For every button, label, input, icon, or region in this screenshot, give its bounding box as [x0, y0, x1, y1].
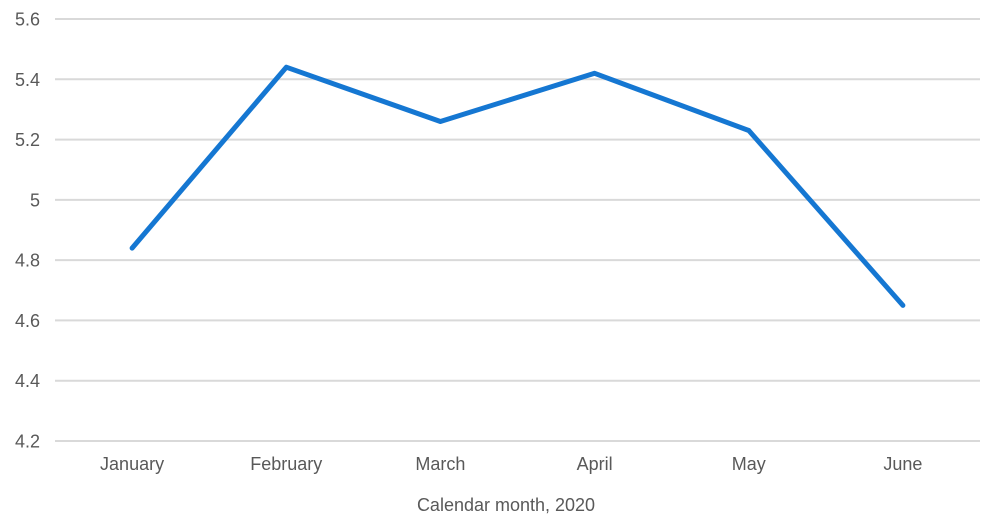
x-tick-label: May — [732, 454, 766, 474]
y-tick-label: 4.2 — [15, 432, 40, 452]
x-tick-label: January — [100, 454, 164, 474]
y-tick-label: 4.8 — [15, 251, 40, 271]
y-tick-label: 5.2 — [15, 130, 40, 150]
x-tick-label: April — [577, 454, 613, 474]
x-axis-title: Calendar month, 2020 — [417, 495, 595, 515]
x-tick-label: March — [415, 454, 465, 474]
y-tick-label: 4.4 — [15, 371, 40, 391]
y-tick-label: 5.6 — [15, 10, 40, 30]
x-tick-label: February — [250, 454, 322, 474]
series-line — [129, 64, 906, 308]
y-tick-label: 5 — [30, 190, 40, 210]
x-axis-tick-labels: January February March April May June — [100, 454, 922, 474]
y-tick-label: 5.4 — [15, 70, 40, 90]
y-axis-tick-labels: 4.2 4.4 4.6 4.8 5 5.2 5.4 5.6 — [15, 10, 40, 452]
y-tick-label: 4.6 — [15, 311, 40, 331]
x-tick-label: June — [883, 454, 922, 474]
gridlines — [55, 18, 980, 442]
